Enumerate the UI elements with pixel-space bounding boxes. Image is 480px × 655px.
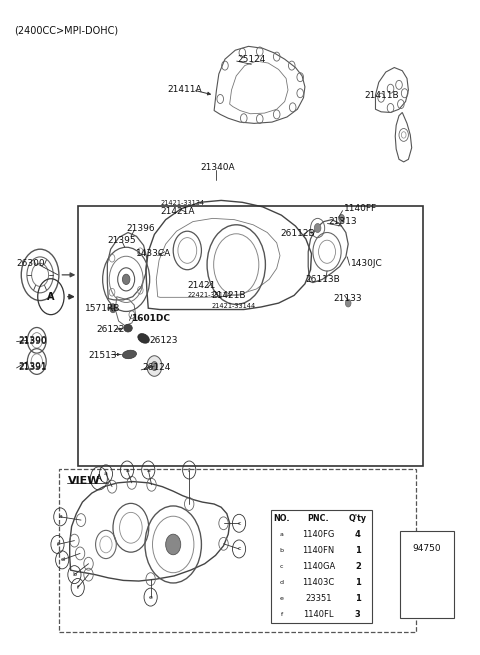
Text: a: a xyxy=(125,468,129,472)
Text: 21133: 21133 xyxy=(333,294,362,303)
Circle shape xyxy=(151,362,157,371)
Text: 1140FF: 1140FF xyxy=(344,204,377,214)
Circle shape xyxy=(166,534,181,555)
Text: PNC.: PNC. xyxy=(308,514,329,523)
Text: 21421-33144: 21421-33144 xyxy=(212,303,256,309)
Text: 1140FL: 1140FL xyxy=(303,610,334,619)
Circle shape xyxy=(122,274,130,284)
Text: a: a xyxy=(146,468,150,472)
Text: c: c xyxy=(280,564,284,569)
Text: (2400CC>MPI-DOHC): (2400CC>MPI-DOHC) xyxy=(14,26,119,36)
Text: 26112B: 26112B xyxy=(280,229,314,238)
Text: a: a xyxy=(59,514,62,519)
Circle shape xyxy=(420,586,429,597)
Text: 26300: 26300 xyxy=(16,259,45,268)
Text: 1: 1 xyxy=(355,546,361,555)
Text: f: f xyxy=(281,612,283,617)
Text: 23351: 23351 xyxy=(305,594,332,603)
Bar xyxy=(59,469,416,633)
Text: 1433CA: 1433CA xyxy=(135,249,171,258)
Bar xyxy=(271,510,372,623)
Circle shape xyxy=(147,356,162,376)
Text: a: a xyxy=(104,472,108,476)
Text: b: b xyxy=(72,572,76,577)
Text: a: a xyxy=(280,532,284,537)
Text: f: f xyxy=(188,468,190,472)
Text: e: e xyxy=(280,596,284,601)
Text: 1: 1 xyxy=(355,578,361,587)
Text: d: d xyxy=(60,557,64,563)
Text: 1: 1 xyxy=(355,594,361,603)
Ellipse shape xyxy=(122,350,136,359)
Text: 1140FN: 1140FN xyxy=(302,546,335,555)
Text: NO.: NO. xyxy=(274,514,290,523)
Circle shape xyxy=(339,215,345,222)
Text: 22421-33114: 22421-33114 xyxy=(187,292,231,299)
Text: 21411B: 21411B xyxy=(365,90,399,100)
Text: VIEW: VIEW xyxy=(68,476,101,487)
Bar xyxy=(78,206,423,466)
Text: c: c xyxy=(237,546,241,552)
Circle shape xyxy=(110,304,116,312)
Text: f: f xyxy=(57,542,59,547)
Text: e: e xyxy=(149,595,153,599)
Text: 21313: 21313 xyxy=(328,217,357,226)
Text: 21390: 21390 xyxy=(18,336,47,345)
Ellipse shape xyxy=(428,588,437,598)
Text: 25124: 25124 xyxy=(237,54,265,64)
Text: 26113B: 26113B xyxy=(305,275,340,284)
Text: 21421A: 21421A xyxy=(160,207,194,215)
Text: 21391: 21391 xyxy=(18,364,47,373)
Text: 26122: 26122 xyxy=(96,325,125,334)
Text: 21421-33134: 21421-33134 xyxy=(160,200,204,206)
Text: 26123: 26123 xyxy=(150,336,178,345)
Text: 21411A: 21411A xyxy=(167,86,202,94)
Text: 21513: 21513 xyxy=(88,350,117,360)
Text: f: f xyxy=(77,585,79,590)
Ellipse shape xyxy=(138,333,149,343)
Text: 1430JC: 1430JC xyxy=(350,259,382,268)
Text: 26124: 26124 xyxy=(142,364,170,373)
Text: 21421B: 21421B xyxy=(212,291,246,300)
Text: 21396: 21396 xyxy=(126,224,155,233)
Text: Q'ty: Q'ty xyxy=(349,514,367,523)
Text: 21395: 21395 xyxy=(108,236,136,245)
Circle shape xyxy=(314,223,321,233)
Text: 2: 2 xyxy=(355,562,361,571)
Text: 3: 3 xyxy=(355,610,360,619)
Text: 11403C: 11403C xyxy=(302,578,335,587)
Ellipse shape xyxy=(124,324,132,332)
Text: A: A xyxy=(96,474,102,483)
Text: 21421: 21421 xyxy=(187,281,216,290)
Text: 1601DC: 1601DC xyxy=(131,314,170,323)
Text: 21390: 21390 xyxy=(18,337,47,346)
Text: 1571RB: 1571RB xyxy=(85,305,120,313)
Text: 4: 4 xyxy=(355,530,361,539)
Text: c: c xyxy=(237,521,241,526)
Text: d: d xyxy=(280,580,284,585)
Text: 94750: 94750 xyxy=(413,544,441,553)
Text: 21391: 21391 xyxy=(18,362,47,371)
Text: 21340A: 21340A xyxy=(200,162,235,172)
Text: 1140FG: 1140FG xyxy=(302,530,335,539)
Circle shape xyxy=(346,299,351,307)
Text: 1140GA: 1140GA xyxy=(302,562,335,571)
Text: A: A xyxy=(47,291,55,302)
Bar xyxy=(400,531,454,618)
Text: b: b xyxy=(280,548,284,553)
